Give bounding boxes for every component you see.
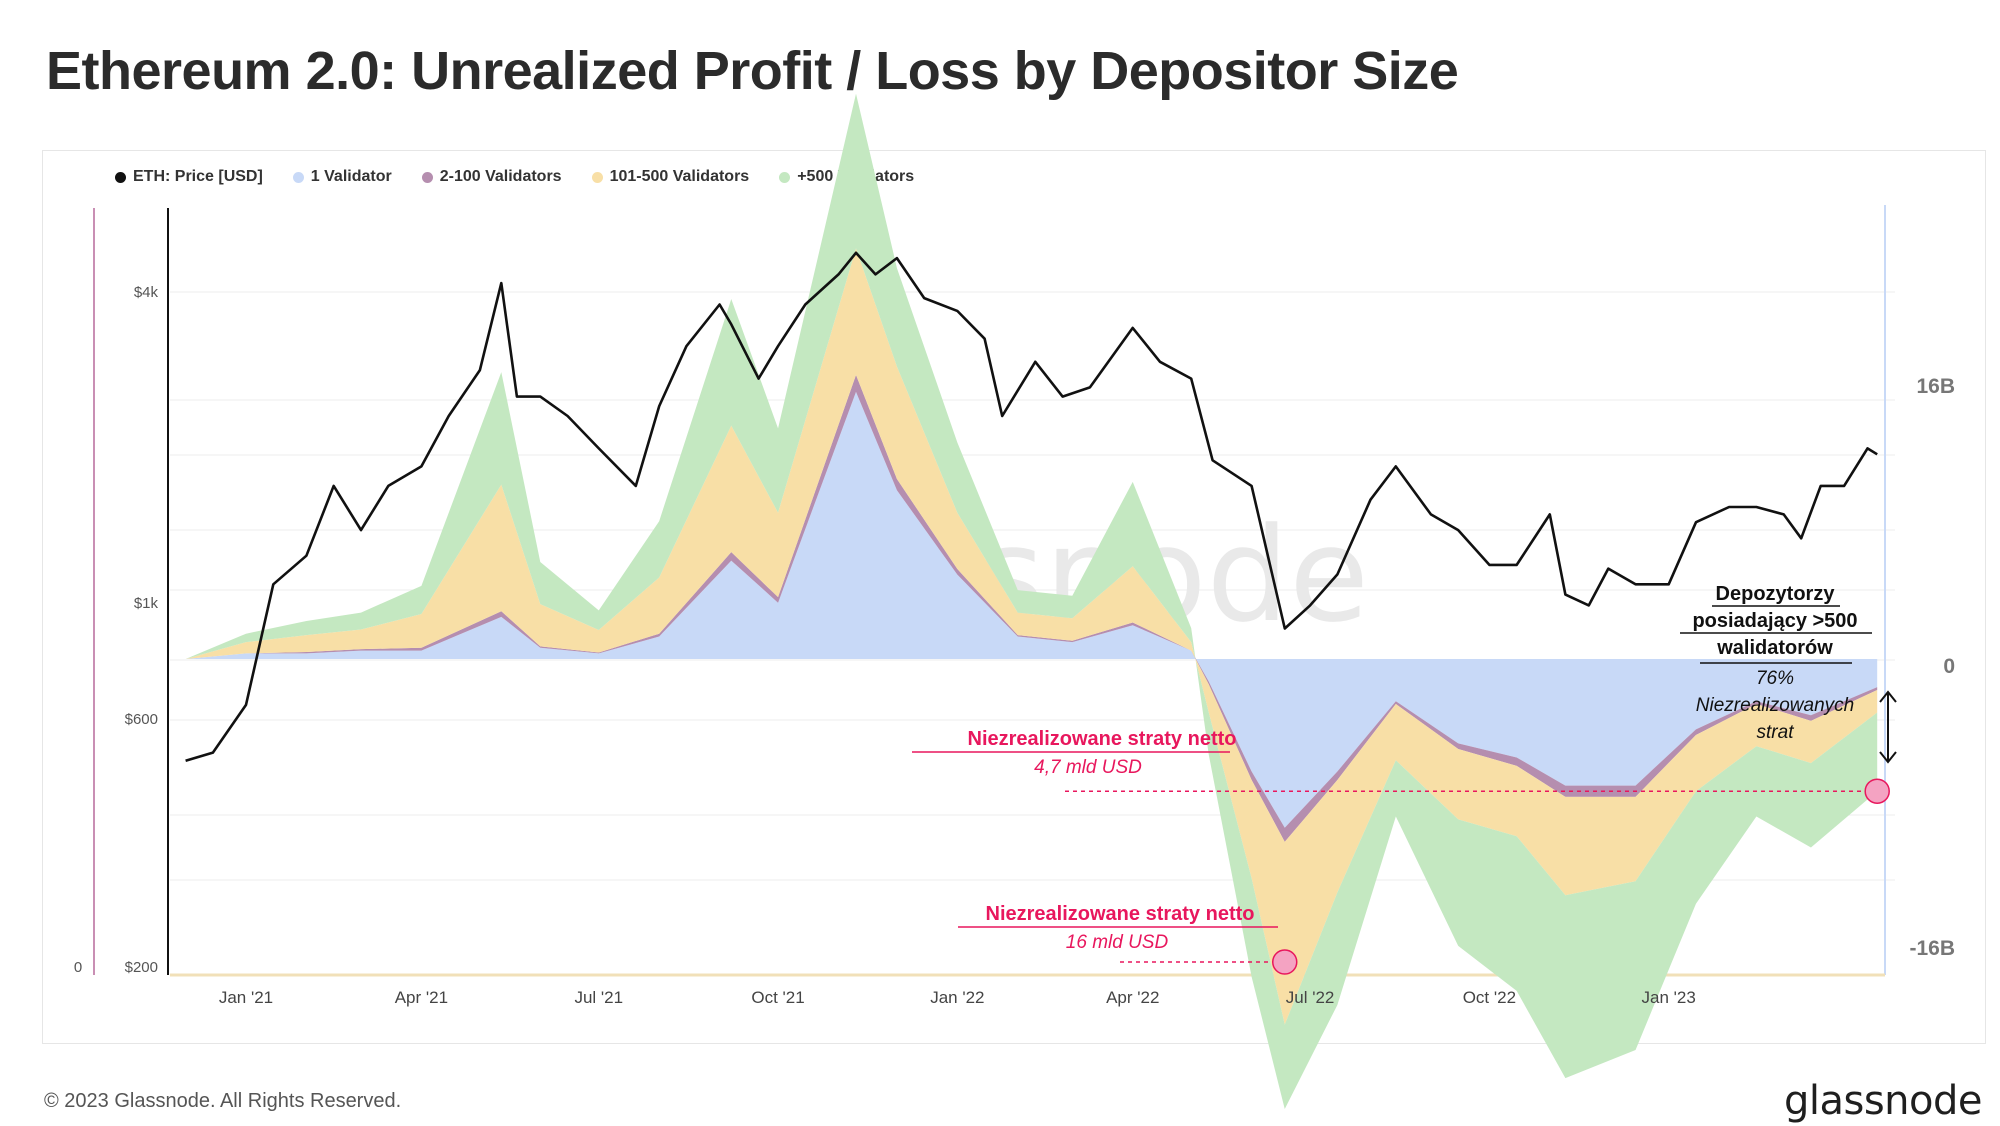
legend-dot-price <box>115 171 126 183</box>
annotation-3-arrow-head-up <box>1879 690 1897 703</box>
legend-dot-1-validator <box>292 171 304 183</box>
x-axis-tick-7: Oct '22 <box>1463 988 1516 1007</box>
right-axis-tick-2: -16B <box>1909 937 1955 960</box>
legend-label-price: ETH: Price [USD] <box>133 168 263 185</box>
annotation-1-value: 4,7 mld USD <box>1034 757 1142 778</box>
legend-label-101-500-validators: 101-500 Validators <box>609 168 750 185</box>
x-axis-tick-5: Apr '22 <box>1106 988 1159 1007</box>
annotation-3-title-line-2: walidatorów <box>1716 637 1833 659</box>
x-axis-tick-3: Oct '21 <box>751 988 804 1007</box>
legend-dot-2-100-validators <box>421 171 433 183</box>
legend-label-1-validator: 1 Validator <box>310 168 392 185</box>
annotation-3-title-line-1: posiadający >500 <box>1692 610 1857 632</box>
footer-copyright: © 2023 Glassnode. All Rights Reserved. <box>44 1090 402 1112</box>
annotation-3-title-line-0: Depozytorzy <box>1716 583 1836 605</box>
left-axis-tick-0: $4k <box>134 284 159 301</box>
left-axis-tick-1: $1k <box>134 595 159 612</box>
left-axis-tick-3: $200 <box>125 959 158 976</box>
chart-frame <box>42 150 1986 1044</box>
page-title: Ethereum 2.0: Unrealized Profit / Loss b… <box>46 41 1459 101</box>
x-axis-tick-6: Jul '22 <box>1286 988 1335 1007</box>
annotation-3-body-line-1: Niezrealizowanych <box>1696 695 1854 716</box>
left-accent-axis-tick: 0 <box>74 959 82 976</box>
brand-logo: glassnode <box>1783 1078 1983 1124</box>
legend-item-1-validator[interactable]: 1 Validator <box>292 168 392 186</box>
annotation-1-title: Niezrealizowane straty netto <box>968 728 1237 750</box>
left-axis-tick-2: $600 <box>125 711 158 728</box>
annotation-2-value: 16 mld USD <box>1066 932 1169 953</box>
x-axis-tick-4: Jan '22 <box>930 988 984 1007</box>
right-axis-tick-0: 16B <box>1916 375 1955 398</box>
x-axis-tick-2: Jul '21 <box>574 988 623 1007</box>
annotation-3-arrow-head-down <box>1879 751 1897 764</box>
legend-dot-500-plus-validators <box>779 171 791 183</box>
annotation-1-marker <box>1864 778 1890 804</box>
price-line <box>185 251 1878 763</box>
area-500-plus-validators <box>185 93 1878 1109</box>
annotation-3-body-line-0: 76% <box>1756 668 1794 689</box>
right-axis-tick-1: 0 <box>1943 655 1955 678</box>
x-axis-tick-8: Jan '23 <box>1642 988 1696 1007</box>
x-axis-tick-0: Jan '21 <box>219 988 273 1007</box>
legend-label-2-100-validators: 2-100 Validators <box>439 168 562 185</box>
annotation-3-body-line-2: strat <box>1757 722 1795 743</box>
legend-dot-101-500-validators <box>591 171 603 183</box>
annotation-2-title: Niezrealizowane straty netto <box>986 903 1255 925</box>
x-axis-tick-1: Apr '21 <box>395 988 448 1007</box>
annotation-2-marker <box>1272 949 1298 975</box>
area-1-validator <box>185 391 1878 828</box>
legend-item-101-500-validators[interactable]: 101-500 Validators <box>591 168 750 186</box>
legend-item-price[interactable]: ETH: Price [USD] <box>115 168 263 186</box>
legend-item-2-100-validators[interactable]: 2-100 Validators <box>421 168 562 186</box>
